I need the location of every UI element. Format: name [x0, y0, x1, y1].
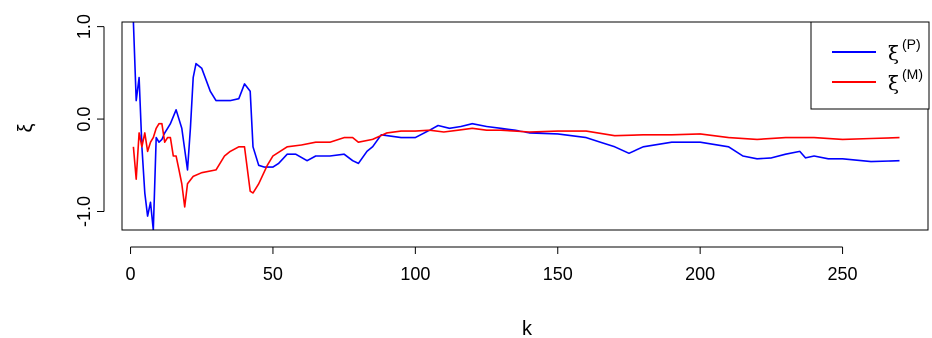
x-tick-label: 250 — [828, 264, 858, 284]
x-axis-title: k — [522, 318, 533, 338]
y-tick-label: 0.0 — [74, 107, 94, 132]
x-tick-label: 0 — [126, 264, 136, 284]
x-tick-label: 100 — [400, 264, 430, 284]
y-axis-title: ξ — [15, 123, 37, 132]
legend-label-p: ξ — [888, 41, 899, 65]
series-layer — [132, 22, 900, 230]
x-axis: 0 50 100 150 200 250 — [126, 246, 858, 284]
series-line-m — [132, 122, 900, 208]
plot-frame — [121, 21, 929, 231]
y-tick-label: 1.0 — [74, 14, 94, 39]
legend-label-m: ξ — [888, 71, 899, 95]
x-tick-label: 50 — [263, 264, 283, 284]
series-line-p — [132, 22, 900, 230]
legend: ξ (P) ξ (M) — [810, 21, 930, 110]
y-axis: -1.0 0.0 1.0 — [74, 14, 105, 227]
legend-box — [810, 21, 930, 110]
legend-sup-p: (P) — [902, 36, 921, 52]
y-tick-label: -1.0 — [74, 196, 94, 227]
x-tick-label: 200 — [685, 264, 715, 284]
legend-sup-m: (M) — [902, 66, 923, 82]
x-tick-label: 150 — [543, 264, 573, 284]
